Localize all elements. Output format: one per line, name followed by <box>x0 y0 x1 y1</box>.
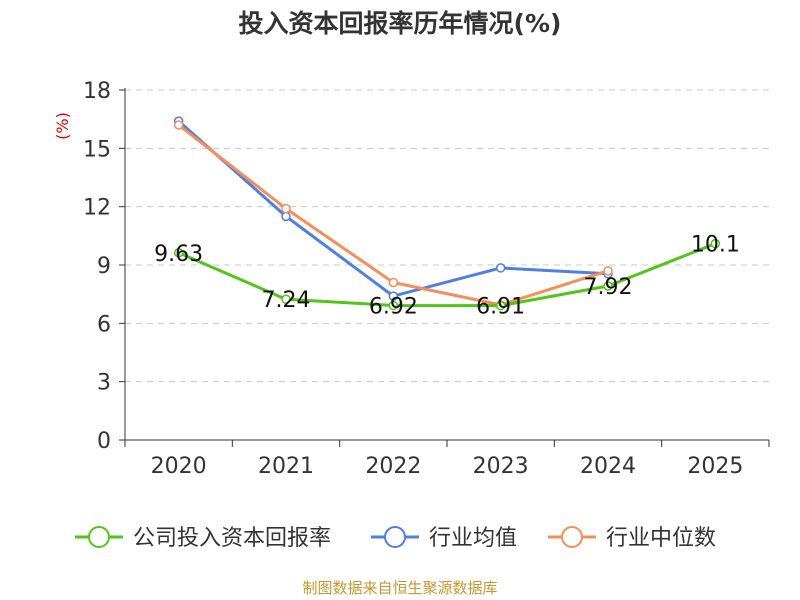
legend-label-2: 行业中位数 <box>606 526 716 551</box>
data-source-note: 制图数据来自恒生聚源数据库 <box>302 579 497 597</box>
legend-item-2[interactable]: 行业中位数 <box>548 526 716 551</box>
legend-label-1: 行业均值 <box>429 526 517 551</box>
series-layer <box>173 116 721 311</box>
series-0-point-2024[interactable] <box>603 281 613 291</box>
data-label-2025: 10.1 <box>691 233 740 258</box>
series-0-point-2022[interactable] <box>388 300 399 311</box>
y-tick-label-0: 0 <box>97 429 111 454</box>
series-2-point-2020[interactable] <box>173 120 184 130</box>
series-0-point-2020[interactable] <box>173 248 184 258</box>
series-line-1 <box>177 119 610 298</box>
series-2-point-2021[interactable] <box>281 203 291 214</box>
legend-marker-2 <box>561 526 583 548</box>
series-2-point-2022[interactable] <box>388 277 399 288</box>
data-label-2024: 7.92 <box>584 275 633 300</box>
legend-marker-0 <box>88 526 110 548</box>
grid-layer <box>125 89 769 383</box>
x-tick-label-2020: 2020 <box>151 454 207 479</box>
series-1-point-2022[interactable] <box>388 291 399 301</box>
series-1-point-2021[interactable] <box>281 211 291 222</box>
series-2-point-2024[interactable] <box>603 266 613 276</box>
series-line-0 <box>177 242 717 308</box>
axis-layer: 0 3 6 9 12 15 18 2020 2021 2022 2023 2024 2025 <box>83 79 770 479</box>
legend: 公司投入资本回报率 行业均值 行业中位数 <box>75 526 716 551</box>
x-tick-label-2025: 2025 <box>687 454 743 479</box>
legend-label-0: 公司投入资本回报率 <box>133 526 331 551</box>
data-label-2023: 6.91 <box>476 295 525 320</box>
y-tick-label-9: 9 <box>97 254 111 279</box>
series-0-point-2023[interactable] <box>495 300 506 311</box>
series-0-point-2025[interactable] <box>710 238 721 249</box>
y-tick-label-12: 12 <box>83 196 111 221</box>
chart-title: 投入资本回报率历年情况(%) <box>239 9 562 38</box>
data-label-2022: 6.92 <box>369 294 418 319</box>
data-label-2021: 7.24 <box>262 288 311 313</box>
legend-item-1[interactable]: 行业均值 <box>371 526 517 551</box>
y-tick-label-18: 18 <box>83 79 111 104</box>
x-tick-label-2024: 2024 <box>580 454 636 479</box>
legend-marker-1 <box>384 526 406 548</box>
data-label-layer: 9.63 7.24 6.92 6.91 7.92 10.1 <box>154 233 740 320</box>
y-axis-unit-label: (%) <box>53 112 72 140</box>
x-tick-label-2023: 2023 <box>473 454 529 479</box>
x-tick-label-2022: 2022 <box>365 454 421 479</box>
y-tick-label-6: 6 <box>97 312 111 337</box>
y-tick-label-3: 3 <box>97 371 111 396</box>
x-tick-label-2021: 2021 <box>258 454 314 479</box>
series-1-point-2023[interactable] <box>495 263 506 273</box>
y-tick-label-15: 15 <box>83 137 111 162</box>
legend-item-0[interactable]: 公司投入资本回报率 <box>75 526 331 551</box>
data-label-2020: 9.63 <box>154 242 203 267</box>
series-0-point-2021[interactable] <box>281 294 291 304</box>
